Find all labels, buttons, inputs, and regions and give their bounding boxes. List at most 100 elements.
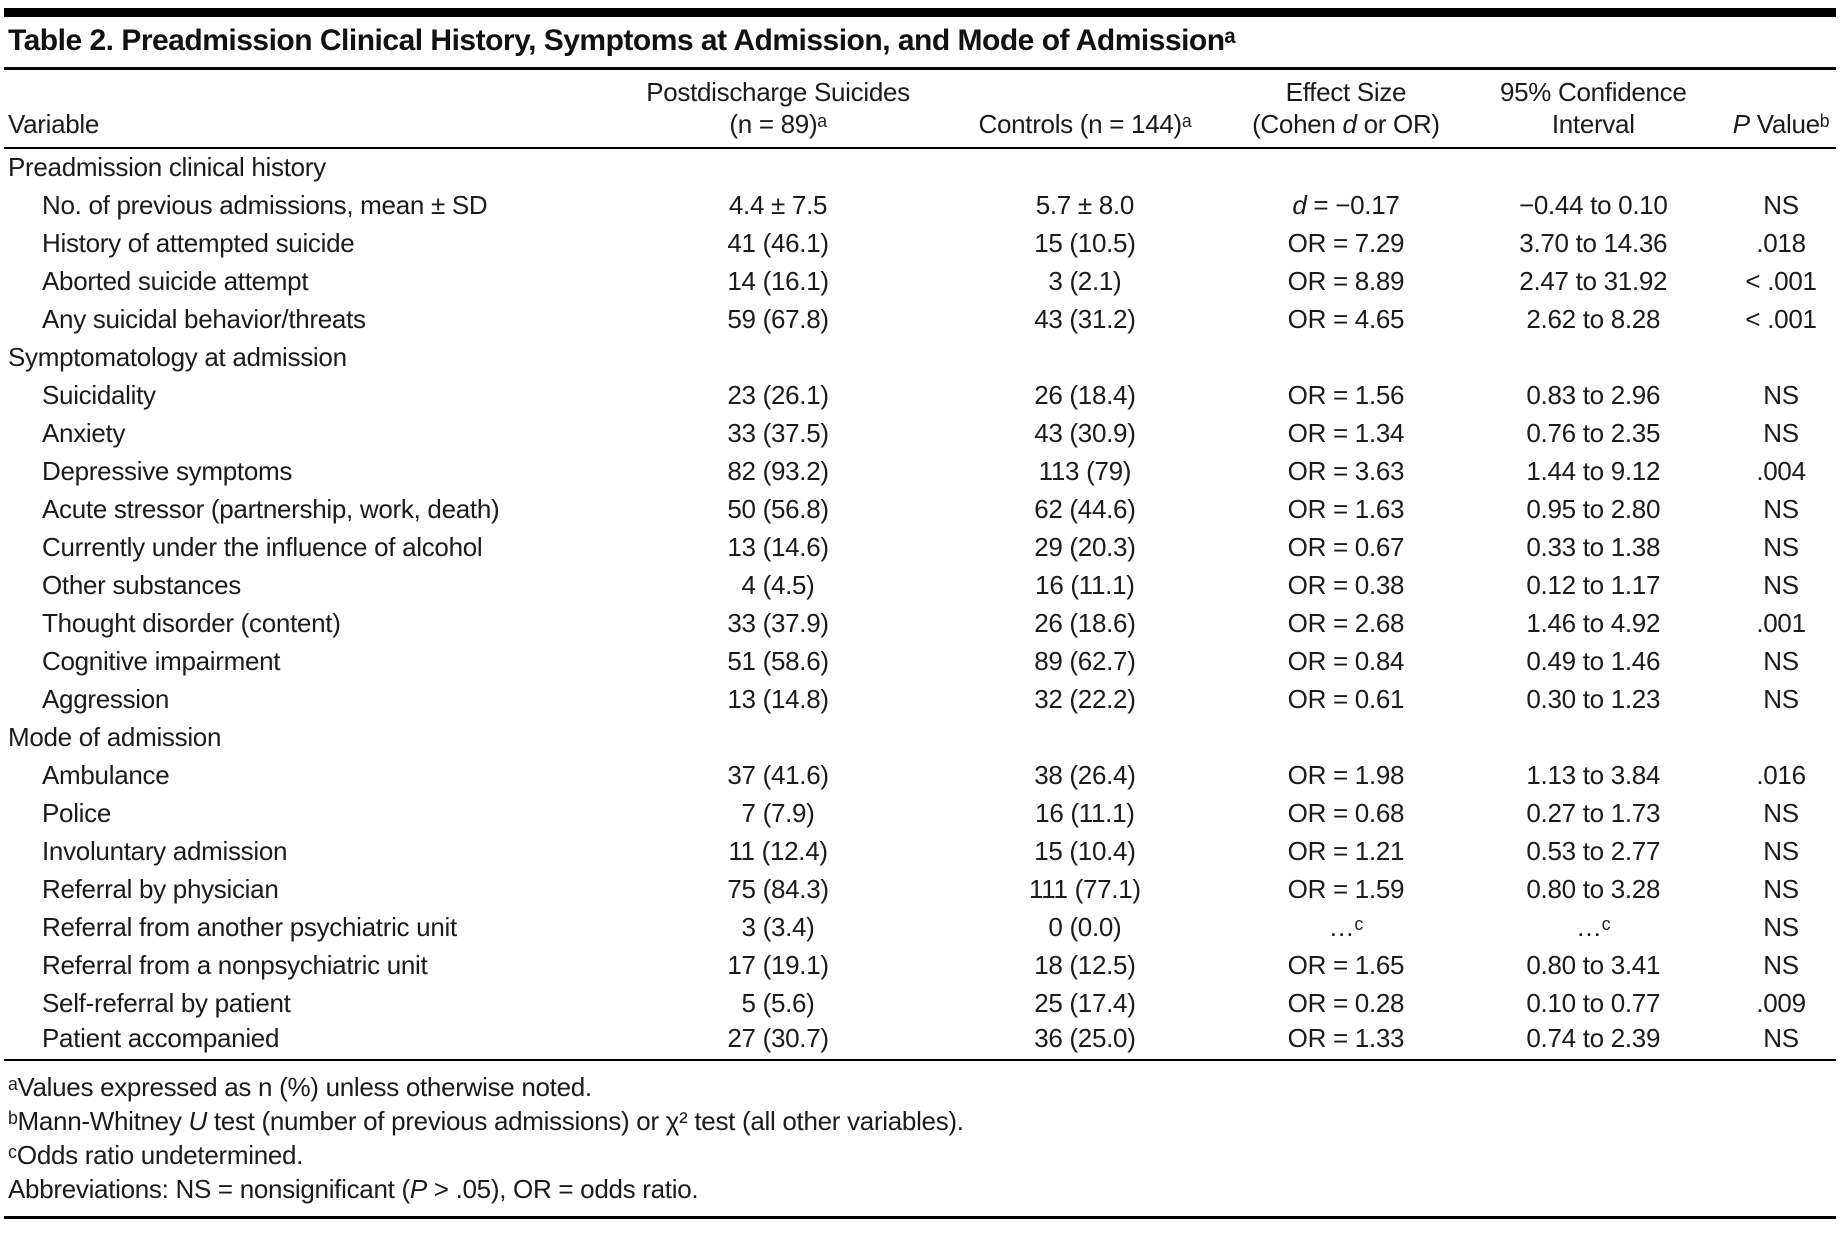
table-row: Patient accompanied 27 (30.7) 36 (25.0) … — [4, 1022, 1836, 1061]
p-value-cell: NS — [1763, 949, 1799, 980]
suicides-cell: 14 (16.1) — [727, 265, 829, 296]
effect-size-cell: OR = 0.38 — [1287, 569, 1405, 600]
confidence-interval-cell: 0.10 to 0.77 — [1526, 987, 1661, 1018]
controls-cell: 62 (44.6) — [1034, 493, 1136, 524]
confidence-interval-cell: 0.95 to 2.80 — [1526, 493, 1661, 524]
confidence-interval-cell: 0.53 to 2.77 — [1526, 835, 1661, 866]
table-header: Variable Postdischarge Suicides (n = 89)… — [4, 70, 1836, 149]
table-row: No. of previous admissions, mean ± SD 4.… — [4, 186, 1836, 224]
p-value-cell: NS — [1763, 911, 1799, 942]
confidence-interval-cell: 0.33 to 1.38 — [1526, 531, 1661, 562]
table-row: Aborted suicide attempt 14 (16.1) 3 (2.1… — [4, 262, 1836, 300]
suicides-cell: 59 (67.8) — [727, 303, 829, 334]
p-value-cell: NS — [1763, 531, 1799, 562]
variable-cell: Other substances — [42, 569, 241, 600]
header-line2: (Cohen d or OR) — [1252, 109, 1440, 139]
p-value-cell: NS — [1763, 379, 1799, 410]
table-row: Involuntary admission 11 (12.4) 15 (10.4… — [4, 832, 1836, 870]
confidence-interval-cell: 0.27 to 1.73 — [1526, 797, 1661, 828]
suicides-cell: 51 (58.6) — [727, 645, 829, 676]
header-row: Variable Postdischarge Suicides (n = 89)… — [4, 70, 1836, 149]
suicides-cell: 5 (5.6) — [741, 987, 815, 1018]
col-header-effect-size: Effect Size (Cohen d or OR) — [1231, 70, 1461, 149]
variable-cell: Depressive symptoms — [42, 455, 293, 486]
confidence-interval-cell: 0.12 to 1.17 — [1526, 569, 1661, 600]
variable-cell: Self-referral by patient — [42, 987, 291, 1018]
p-value-cell: NS — [1763, 189, 1799, 220]
variable-cell: Referral from another psychiatric unit — [42, 911, 457, 942]
table-row: Depressive symptoms 82 (93.2) 113 (79) O… — [4, 452, 1836, 490]
p-value-cell: .004 — [1756, 455, 1806, 486]
variable-cell: Ambulance — [42, 759, 170, 790]
section-row: Preadmission clinical history — [4, 148, 1836, 186]
confidence-interval-cell: 0.76 to 2.35 — [1526, 417, 1661, 448]
suicides-cell: 50 (56.8) — [727, 493, 829, 524]
suicides-cell: 33 (37.9) — [727, 607, 829, 638]
suicides-cell: 4.4 ± 7.5 — [728, 189, 828, 220]
confidence-interval-cell: 2.62 to 8.28 — [1526, 303, 1661, 334]
variable-cell: No. of previous admissions, mean ± SD — [42, 189, 488, 220]
confidence-interval-cell: 1.13 to 3.84 — [1526, 759, 1661, 790]
controls-cell: 26 (18.6) — [1034, 607, 1136, 638]
suicides-cell: 11 (12.4) — [728, 835, 828, 866]
confidence-interval-cell: 3.70 to 14.36 — [1519, 227, 1668, 258]
col-header-p-value: P Valueᵇ — [1726, 70, 1836, 149]
variable-cell: Anxiety — [42, 417, 126, 448]
p-value-cell: NS — [1763, 417, 1799, 448]
clinical-history-table: Variable Postdischarge Suicides (n = 89)… — [4, 70, 1836, 1061]
header-line1: 95% Confidence — [1499, 77, 1687, 107]
header-line1: Effect Size — [1285, 77, 1407, 107]
effect-size-cell: OR = 2.68 — [1287, 607, 1405, 638]
table-row: Other substances 4 (4.5) 16 (11.1) OR = … — [4, 566, 1836, 604]
controls-cell: 16 (11.1) — [1035, 569, 1135, 600]
confidence-interval-cell: 0.80 to 3.28 — [1526, 873, 1661, 904]
footnote-line: ᵇMann-Whitney U test (number of previous… — [8, 1106, 964, 1136]
confidence-interval-cell: 0.83 to 2.96 — [1526, 379, 1661, 410]
table-row: Cognitive impairment 51 (58.6) 89 (62.7)… — [4, 642, 1836, 680]
table-row: Self-referral by patient 5 (5.6) 25 (17.… — [4, 984, 1836, 1022]
table-row: History of attempted suicide 41 (46.1) 1… — [4, 224, 1836, 262]
p-value-cell: NS — [1763, 645, 1799, 676]
controls-cell: 16 (11.1) — [1035, 797, 1135, 828]
table-row: Suicidality 23 (26.1) 26 (18.4) OR = 1.5… — [4, 376, 1836, 414]
variable-cell: Aborted suicide attempt — [42, 265, 309, 296]
header-line1: Postdischarge Suicides — [646, 77, 910, 107]
suicides-cell: 23 (26.1) — [727, 379, 829, 410]
p-value-cell: .018 — [1756, 227, 1806, 258]
controls-cell: 5.7 ± 8.0 — [1035, 189, 1135, 220]
suicides-cell: 37 (41.6) — [727, 759, 829, 790]
effect-size-cell: OR = 0.84 — [1287, 645, 1405, 676]
effect-size-cell: OR = 1.34 — [1287, 417, 1405, 448]
variable-cell: Any suicidal behavior/threats — [42, 303, 366, 334]
effect-size-cell: OR = 0.68 — [1287, 797, 1405, 828]
table-row: Referral from a nonpsychiatric unit 17 (… — [4, 946, 1836, 984]
suicides-cell: 41 (46.1) — [727, 227, 829, 258]
confidence-interval-cell: 0.74 to 2.39 — [1460, 1022, 1727, 1061]
p-value-cell: NS — [1763, 683, 1799, 714]
confidence-interval-cell: 0.49 to 1.46 — [1526, 645, 1661, 676]
variable-cell: Police — [42, 797, 112, 828]
suicides-cell: 3 (3.4) — [741, 911, 815, 942]
suicides-cell: 4 (4.5) — [741, 569, 815, 600]
table-body: Preadmission clinical history No. of pre… — [4, 148, 1836, 1061]
header-line2: Controls (n = 144)ᵃ — [978, 109, 1192, 139]
table-row: Acute stressor (partnership, work, death… — [4, 490, 1836, 528]
header-line2: Variable — [8, 109, 100, 139]
col-header-postdischarge-suicides: Postdischarge Suicides (n = 89)ᵃ — [617, 70, 939, 149]
table-row: Anxiety 33 (37.5) 43 (30.9) OR = 1.34 0.… — [4, 414, 1836, 452]
effect-size-cell: OR = 0.61 — [1287, 683, 1405, 714]
footnote-line: ᶜOdds ratio undetermined. — [8, 1140, 304, 1170]
table-row: Referral by physician 75 (84.3) 111 (77.… — [4, 870, 1836, 908]
col-header-confidence-interval: 95% Confidence Interval — [1460, 70, 1727, 149]
p-value-cell: < .001 — [1745, 265, 1817, 296]
confidence-interval-cell: 0.30 to 1.23 — [1526, 683, 1661, 714]
header-line2: Interval — [1551, 109, 1635, 139]
effect-size-cell: OR = 1.56 — [1287, 379, 1405, 410]
variable-cell: Suicidality — [42, 379, 156, 410]
variable-cell: History of attempted suicide — [42, 227, 355, 258]
effect-size-cell: OR = 0.28 — [1287, 987, 1405, 1018]
p-value-cell: NS — [1763, 873, 1799, 904]
effect-size-cell: OR = 3.63 — [1287, 455, 1405, 486]
controls-cell: 0 (0.0) — [1048, 911, 1122, 942]
